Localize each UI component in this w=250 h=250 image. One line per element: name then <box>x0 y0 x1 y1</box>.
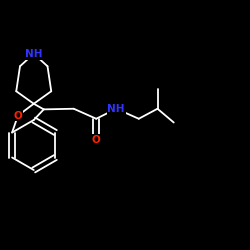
Text: NH: NH <box>25 49 42 59</box>
Text: O: O <box>14 110 22 121</box>
Text: O: O <box>92 135 100 145</box>
Text: NH: NH <box>108 104 125 114</box>
